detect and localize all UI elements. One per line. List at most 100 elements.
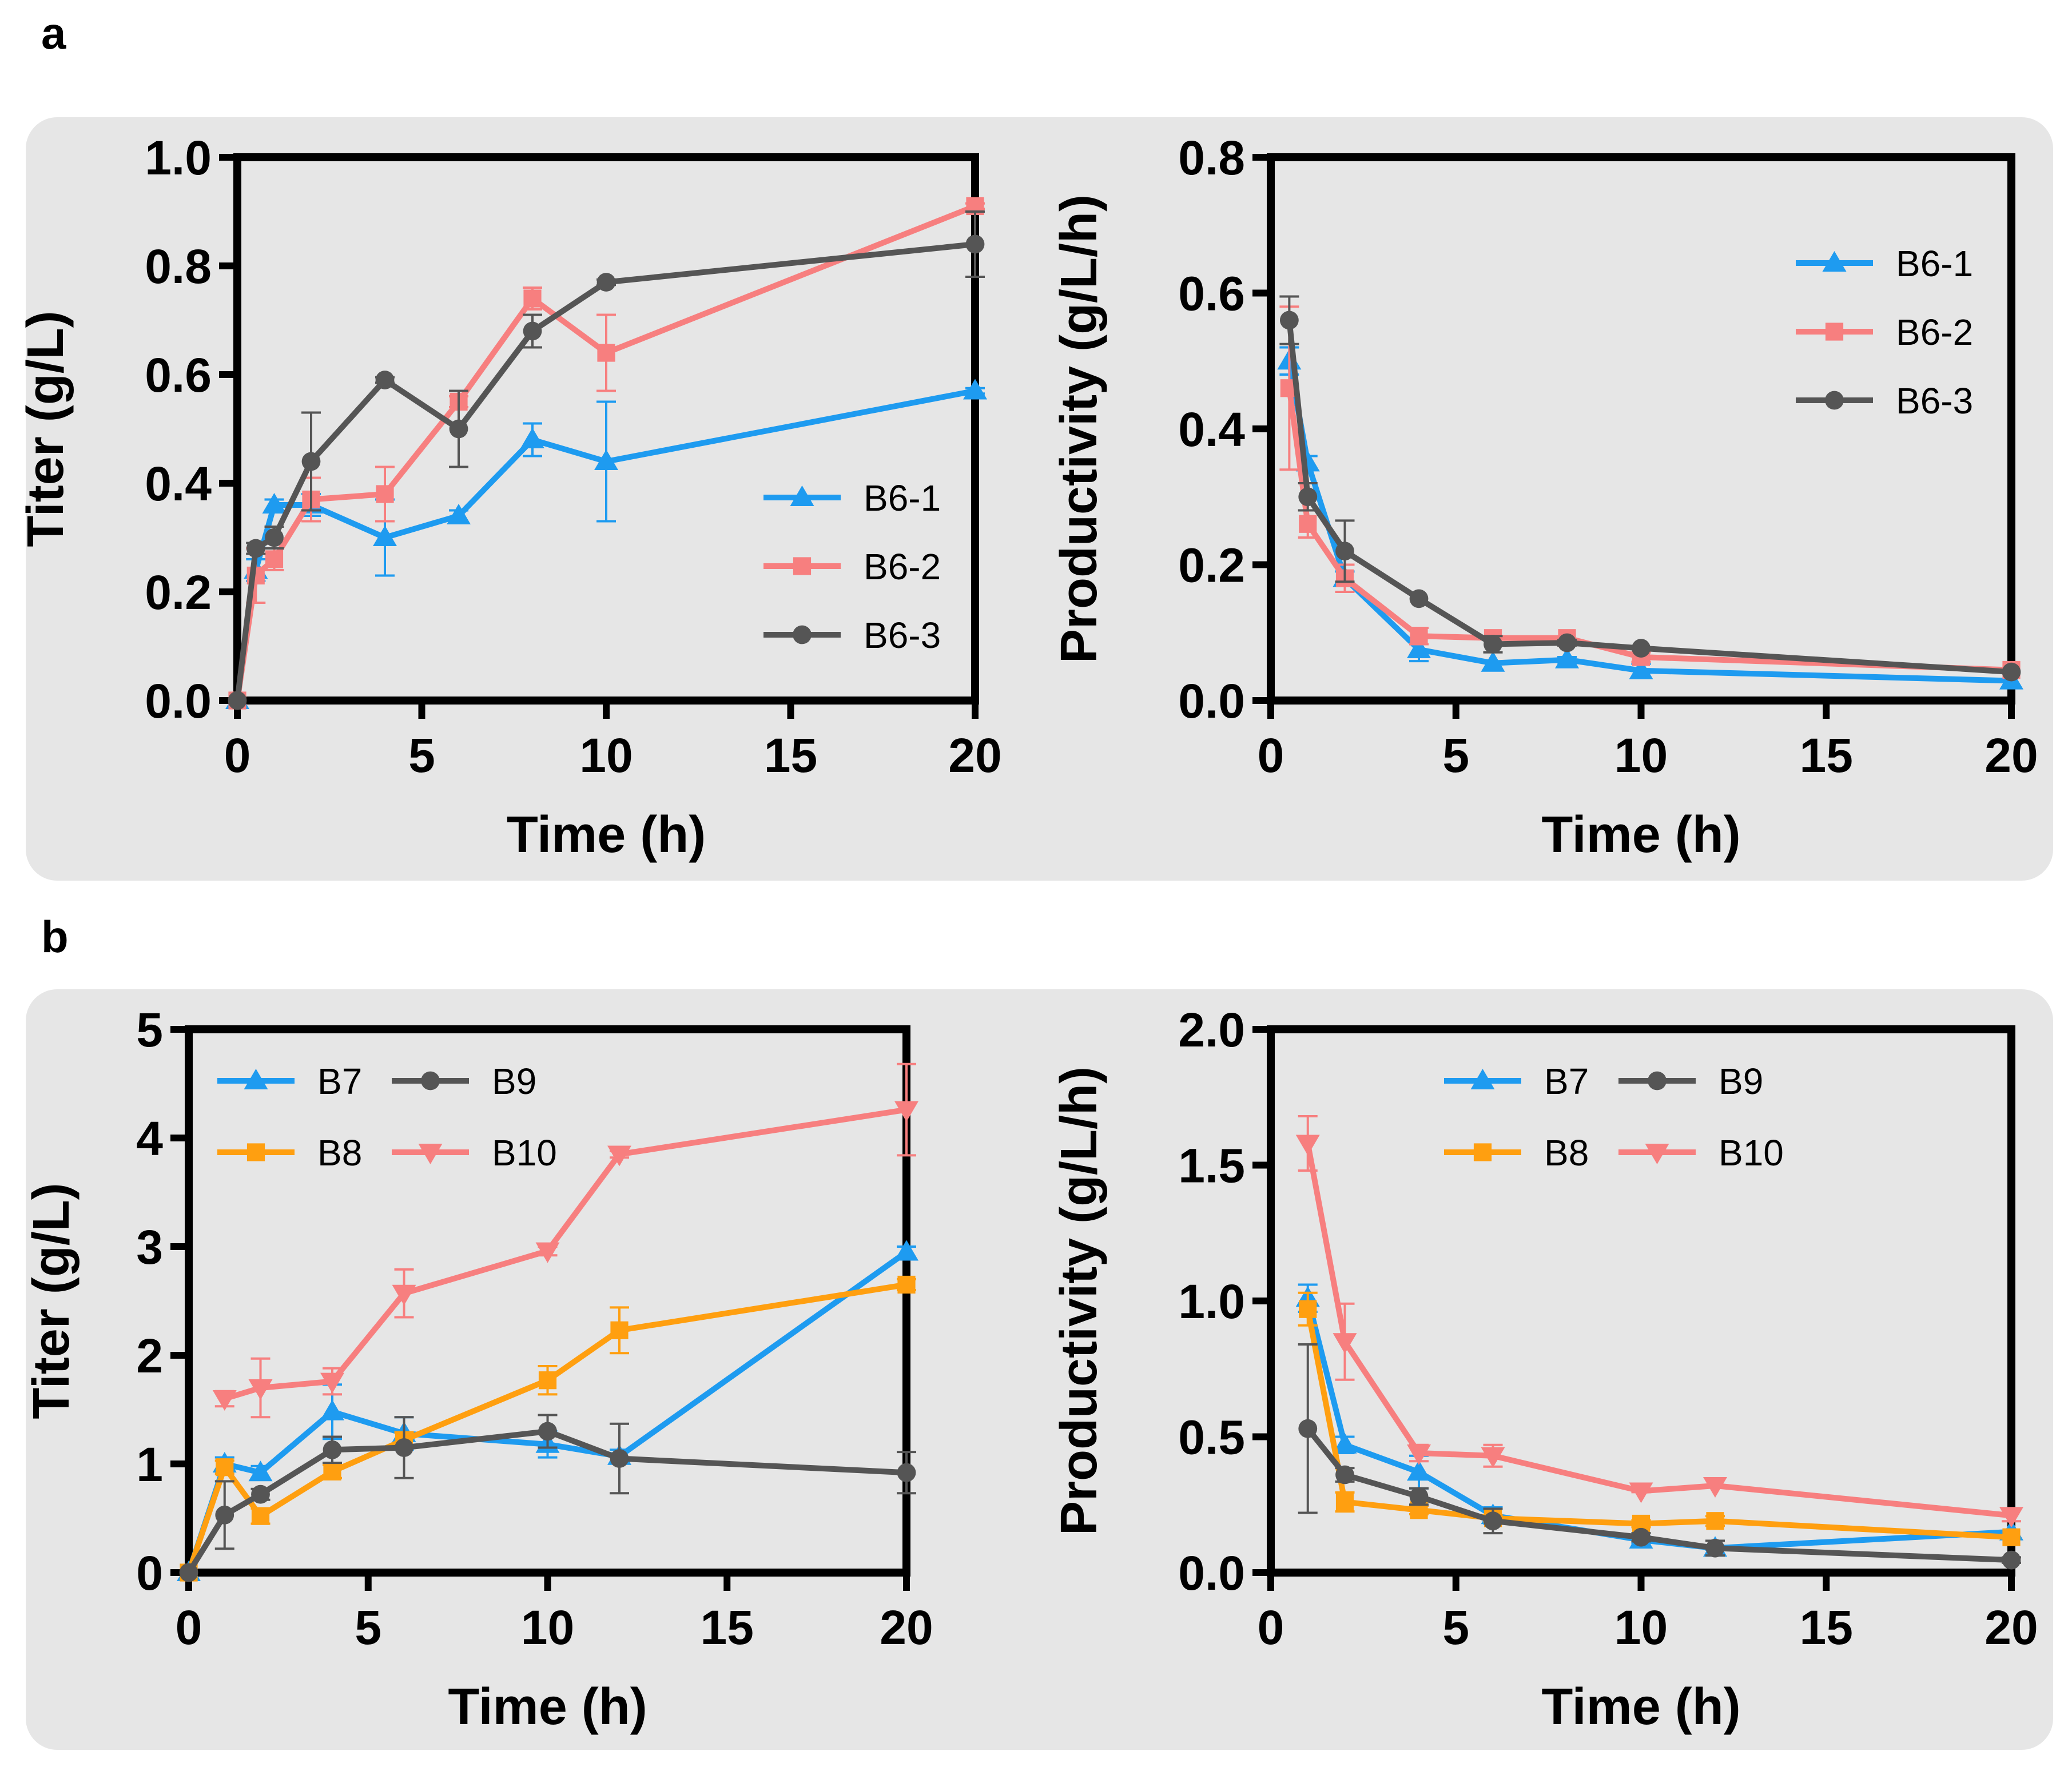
data-point <box>265 550 284 568</box>
data-point <box>320 1372 344 1394</box>
legend-item-b9: B9 <box>1618 1061 1763 1102</box>
legend-label: B10 <box>492 1132 557 1173</box>
data-point <box>228 691 247 710</box>
legend-marker <box>421 1071 440 1091</box>
y-tick-label: 1 <box>136 1438 163 1491</box>
x-tick-label: 20 <box>948 729 1001 782</box>
data-point <box>1481 1447 1505 1468</box>
data-point <box>894 1101 918 1122</box>
x-tick-label: 10 <box>521 1601 574 1654</box>
data-point <box>1629 658 1653 679</box>
data-point <box>323 1462 341 1481</box>
data-point <box>1629 1482 1653 1503</box>
data-point <box>1407 637 1431 658</box>
data-point <box>1295 1135 1320 1156</box>
data-point <box>1555 647 1579 668</box>
legend: B7 B8 B9 B10 <box>1444 1061 1784 1173</box>
data-point <box>1298 1419 1318 1438</box>
legend-label: B6-1 <box>1896 243 1973 284</box>
data-point <box>1557 633 1577 652</box>
data-point <box>262 493 287 514</box>
data-point <box>375 371 395 389</box>
x-tick-label: 15 <box>701 1601 754 1654</box>
data-point <box>395 1438 413 1457</box>
data-point <box>520 428 544 448</box>
chart-b-productivity: 0 5 10 15 20 0.0 0.5 1.0 1.5 2.0 Time (h) Productiv… <box>1051 1003 2038 1736</box>
legend-item-b9: B9 <box>392 1061 536 1102</box>
data-point <box>523 289 542 308</box>
data-point <box>1484 635 1502 654</box>
chart-a-titer: 0 5 10 15 20 0.0 0.2 0.4 0.6 0.8 1.0 Time (h) Titer … <box>17 131 1002 863</box>
chart-a-productivity: 0 5 10 15 20 0.0 0.2 0.4 0.6 0.8 Time (h) Productiv… <box>1051 131 2038 863</box>
data-point <box>1484 1511 1502 1531</box>
x-axis-title: Time (h) <box>507 806 706 863</box>
legend-label: B7 <box>317 1061 362 1102</box>
series-b9 <box>1298 1343 2021 1570</box>
legend-item-b6-3: B6-3 <box>1796 380 1973 421</box>
x-tick-label: 10 <box>579 729 633 782</box>
y-tick-label: 0.6 <box>145 348 212 402</box>
data-point <box>2002 662 2021 682</box>
data-point <box>1409 589 1429 608</box>
legend-label: B9 <box>1719 1061 1763 1102</box>
data-point <box>212 1390 237 1411</box>
series-b10 <box>1295 1115 2023 1528</box>
legend-marker <box>793 557 812 575</box>
legend-marker <box>418 1144 443 1164</box>
data-point <box>594 449 618 470</box>
data-point <box>1335 1465 1354 1485</box>
y-tick-label: 4 <box>136 1112 163 1165</box>
x-tick-label: 0 <box>1258 1601 1284 1654</box>
y-tick-label: 0.0 <box>1178 674 1245 728</box>
series-b6-3 <box>228 210 985 710</box>
data-point <box>1632 639 1651 658</box>
data-point <box>376 485 394 503</box>
legend-marker <box>1825 323 1844 341</box>
series-b10 <box>212 1062 918 1419</box>
x-axis-title: Time (h) <box>1541 1678 1740 1736</box>
data-point <box>1299 1300 1317 1318</box>
y-axis-title: Titer (g/L) <box>23 1183 80 1419</box>
data-point <box>1333 1432 1357 1454</box>
legend-marker <box>793 625 812 644</box>
legend-label: B9 <box>492 1061 536 1102</box>
data-point <box>538 1371 557 1390</box>
legend-label: B8 <box>317 1132 362 1173</box>
legend-item-b6-1: B6-1 <box>1796 243 1973 284</box>
y-axis-title: Productivity (g/L/h) <box>1051 194 1108 663</box>
data-point <box>965 234 985 254</box>
legend-item-b7: B7 <box>1444 1061 1589 1102</box>
x-tick-label: 10 <box>1614 729 1668 782</box>
data-point <box>248 1460 273 1482</box>
data-point <box>1999 1507 2023 1528</box>
legend-item-b8: B8 <box>1444 1132 1589 1173</box>
legend-marker <box>1470 1069 1495 1089</box>
x-tick-label: 15 <box>1800 1601 1853 1654</box>
data-point <box>265 528 284 547</box>
legend-item-b6-2: B6-2 <box>763 546 941 587</box>
y-axis-title: Productivity (g/L/h) <box>1051 1066 1108 1535</box>
y-tick-label: 5 <box>136 1003 163 1057</box>
legend-label: B6-1 <box>864 477 941 519</box>
x-tick-label: 0 <box>1258 729 1284 782</box>
data-point <box>963 379 987 400</box>
legend-label: B6-2 <box>1896 312 1973 353</box>
x-tick-label: 0 <box>176 1601 202 1654</box>
data-point <box>1335 542 1354 561</box>
x-tick-label: 0 <box>224 729 251 782</box>
data-point <box>1298 487 1318 507</box>
data-point <box>449 419 468 439</box>
data-point <box>248 1379 273 1400</box>
legend-item-b6-3: B6-3 <box>763 615 941 656</box>
legend-marker <box>1825 391 1844 410</box>
data-point <box>1407 1444 1431 1465</box>
legend-label: B10 <box>1719 1132 1784 1173</box>
y-tick-label: 0 <box>136 1546 163 1600</box>
y-axis-title: Titer (g/L) <box>17 311 74 547</box>
data-point <box>523 321 542 341</box>
y-tick-label: 0.2 <box>145 566 212 619</box>
y-tick-label: 0.0 <box>1178 1546 1245 1600</box>
legend-marker <box>1648 1071 1667 1091</box>
legend-label: B6-2 <box>864 546 941 587</box>
